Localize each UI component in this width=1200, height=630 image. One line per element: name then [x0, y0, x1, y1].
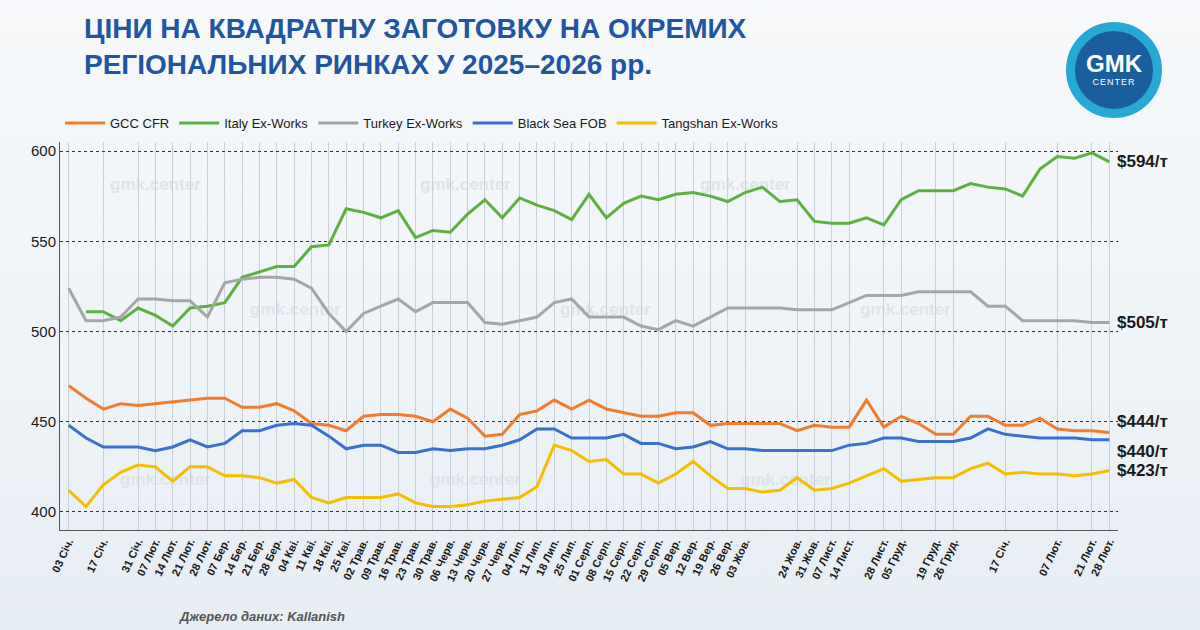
html-text:gmk.center: gmk.center	[420, 175, 511, 194]
svg-text:07 Лют.: 07 Лют.	[1036, 537, 1064, 578]
svg-text:19 Груд.: 19 Груд.	[913, 537, 942, 582]
svg-text:Turkey Ex-Works: Turkey Ex-Works	[363, 116, 462, 131]
svg-text:07 Бер.: 07 Бер.	[204, 537, 231, 578]
svg-text:25 Кві.: 25 Кві.	[327, 537, 353, 574]
svg-text:11 Кві.: 11 Кві.	[293, 537, 318, 573]
svg-text:$505/т: $505/т	[1117, 313, 1168, 332]
html-text:gmk.center: gmk.center	[110, 175, 201, 194]
svg-text:$594/т: $594/т	[1117, 152, 1168, 171]
svg-text:09 Трав.: 09 Трав.	[358, 537, 388, 582]
svg-text:26 Груд.: 26 Груд.	[931, 537, 960, 582]
svg-text:30 Трав.: 30 Трав.	[410, 537, 440, 582]
svg-text:28 Лют.: 28 Лют.	[187, 537, 215, 578]
svg-text:25 Лип.: 25 Лип.	[551, 537, 579, 578]
svg-text:400: 400	[31, 503, 56, 520]
svg-text:12 Вер.: 12 Вер.	[672, 537, 699, 578]
svg-text:$444/т: $444/т	[1117, 412, 1168, 431]
svg-text:04 Кві.: 04 Кві.	[275, 537, 301, 574]
html-text:gmk.center: gmk.center	[700, 175, 791, 194]
html-text:gmk.center: gmk.center	[430, 470, 521, 489]
svg-text:29 Серп.: 29 Серп.	[635, 537, 665, 584]
svg-text:23 Трав.: 23 Трав.	[393, 537, 423, 582]
svg-text:04 Лип.: 04 Лип.	[499, 537, 527, 578]
svg-text:19 Вер.: 19 Вер.	[690, 537, 717, 578]
svg-text:17 Січ.: 17 Січ.	[986, 537, 1012, 574]
svg-text:28 Лист.: 28 Лист.	[861, 537, 890, 581]
svg-text:01 Серп.: 01 Серп.	[566, 537, 596, 584]
svg-text:$423/т: $423/т	[1117, 461, 1168, 480]
svg-text:18 Кві.: 18 Кві.	[310, 537, 336, 574]
svg-text:ЦІНИ НА КВАДРАТНУ ЗАГОТОВКУ НА: ЦІНИ НА КВАДРАТНУ ЗАГОТОВКУ НА ОКРЕМИХРЕ…	[84, 13, 747, 80]
svg-text:24 Жов.: 24 Жов.	[775, 537, 803, 580]
svg-text:15 Серп.: 15 Серп.	[600, 537, 630, 584]
svg-text:GCC CFR: GCC CFR	[110, 116, 169, 131]
html-text:CENTER: CENTER	[1092, 77, 1136, 87]
html-text:gmk.center: gmk.center	[560, 300, 651, 319]
svg-text:11 Лип.: 11 Лип.	[516, 537, 543, 577]
svg-text:450: 450	[31, 413, 56, 430]
html-text:gmk.center: gmk.center	[120, 470, 211, 489]
svg-text:21 Лют.: 21 Лют.	[169, 537, 197, 578]
svg-text:31 Жов.: 31 Жов.	[793, 537, 821, 580]
svg-text:03 Жов.: 03 Жов.	[723, 537, 751, 580]
html-text:Джерело даних: Kallanish: Джерело даних: Kallanish	[180, 609, 345, 624]
svg-text:08 Серп.: 08 Серп.	[583, 537, 613, 584]
svg-text:14 Лист.: 14 Лист.	[827, 537, 856, 581]
svg-text:03 Січ.: 03 Січ.	[49, 537, 75, 574]
svg-text:27 Черв.: 27 Черв.	[479, 537, 509, 583]
svg-text:500: 500	[31, 323, 56, 340]
svg-text:Italy Ex-Works: Italy Ex-Works	[224, 116, 308, 131]
svg-text:13 Черв.: 13 Черв.	[444, 537, 474, 583]
svg-text:21 Бер.: 21 Бер.	[239, 537, 266, 578]
svg-text:550: 550	[31, 233, 56, 250]
html-text:GMK: GMK	[1086, 50, 1142, 77]
svg-text:06 Черв.: 06 Черв.	[427, 537, 457, 583]
svg-text:28 Бер.: 28 Бер.	[256, 537, 283, 578]
svg-text:05 Вер.: 05 Вер.	[655, 537, 682, 578]
svg-text:600: 600	[31, 142, 56, 159]
svg-text:14 Лют.: 14 Лют.	[152, 537, 180, 578]
html-text:gmk.center: gmk.center	[740, 470, 831, 489]
svg-text:21 Лют.: 21 Лют.	[1071, 537, 1099, 578]
svg-text:31 Січ.: 31 Січ.	[119, 537, 145, 574]
svg-text:14 Бер.: 14 Бер.	[222, 537, 249, 578]
svg-text:07 Лют.: 07 Лют.	[135, 537, 163, 578]
svg-text:16 Трав.: 16 Трав.	[375, 537, 405, 582]
svg-text:02 Трав.: 02 Трав.	[341, 537, 371, 582]
svg-text:Black Sea FOB: Black Sea FOB	[518, 116, 607, 131]
svg-text:05 Груд.: 05 Груд.	[879, 537, 908, 582]
svg-text:Tangshan Ex-Works: Tangshan Ex-Works	[662, 116, 779, 131]
svg-text:$440/т: $440/т	[1117, 442, 1168, 461]
svg-text:22 Серп.: 22 Серп.	[618, 537, 648, 584]
svg-text:07 Лист.: 07 Лист.	[809, 537, 838, 581]
html-text:gmk.center: gmk.center	[860, 300, 951, 319]
svg-text:18 Лип.: 18 Лип.	[534, 537, 562, 578]
svg-text:20 Черв.: 20 Черв.	[462, 537, 492, 583]
svg-text:17 Січ.: 17 Січ.	[84, 537, 110, 574]
svg-text:26 Вер.: 26 Вер.	[707, 537, 734, 578]
svg-text:28 Лют.: 28 Лют.	[1089, 537, 1117, 578]
html-text:gmk.center: gmk.center	[250, 300, 341, 319]
